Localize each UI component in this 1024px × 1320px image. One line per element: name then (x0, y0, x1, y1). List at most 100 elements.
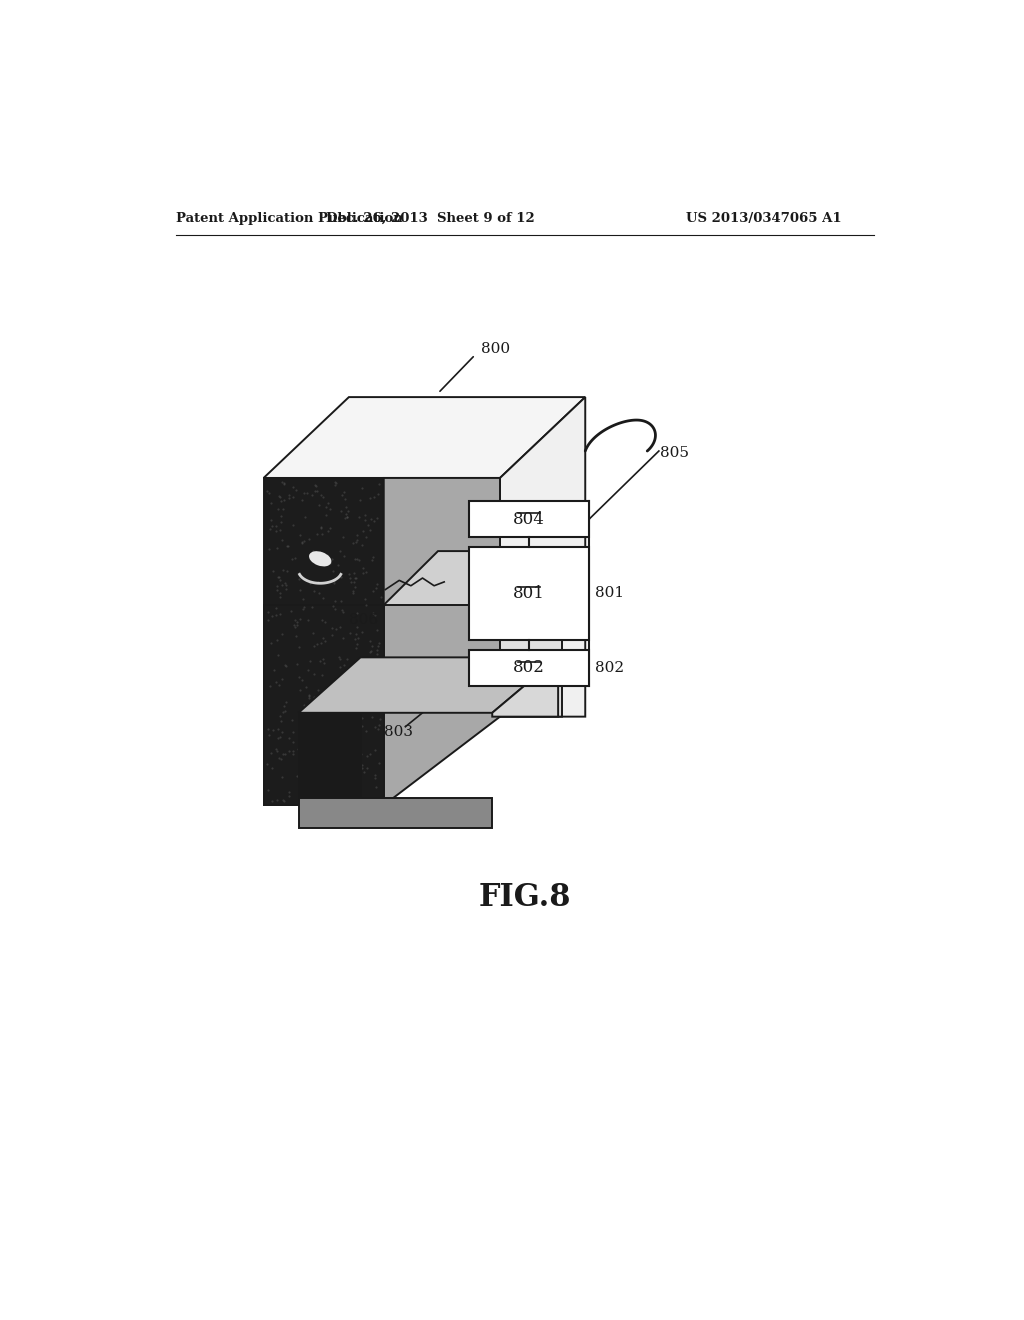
Point (271, 566, 288, 587)
Point (300, 723, 316, 744)
Point (349, 603, 366, 624)
Point (259, 480, 275, 502)
Point (264, 789, 281, 810)
Point (293, 719, 309, 741)
Point (268, 605, 285, 626)
Point (301, 777, 317, 799)
Point (265, 660, 282, 681)
Point (335, 628, 351, 649)
Point (341, 709, 357, 730)
Point (317, 741, 334, 762)
Point (286, 615, 302, 636)
Point (323, 762, 339, 783)
Point (334, 764, 350, 785)
Point (321, 777, 337, 799)
Point (344, 532, 360, 553)
Point (349, 698, 366, 719)
Point (285, 741, 301, 762)
Point (346, 562, 362, 583)
Point (357, 721, 374, 742)
Point (269, 741, 286, 762)
Point (314, 787, 331, 808)
Point (318, 544, 335, 565)
Point (260, 718, 276, 739)
Point (311, 651, 328, 672)
Point (350, 727, 367, 748)
Point (348, 616, 365, 638)
Point (325, 561, 341, 582)
Point (279, 560, 295, 581)
Point (348, 532, 365, 553)
Point (285, 548, 301, 569)
Point (345, 579, 361, 601)
Point (286, 743, 302, 764)
Point (316, 612, 333, 634)
Point (353, 478, 370, 499)
Point (326, 744, 342, 766)
Point (271, 486, 288, 507)
Point (300, 609, 316, 630)
Point (274, 529, 291, 550)
Point (309, 697, 326, 718)
Point (289, 766, 305, 787)
Point (295, 598, 311, 619)
Point (302, 718, 318, 739)
Point (326, 595, 342, 616)
Point (335, 527, 351, 548)
Point (354, 715, 371, 737)
Point (264, 758, 281, 779)
Point (261, 519, 278, 540)
Point (306, 474, 323, 495)
Point (297, 507, 313, 528)
Point (351, 490, 368, 511)
Point (358, 746, 375, 767)
Point (316, 652, 333, 673)
Point (312, 484, 329, 506)
Point (346, 572, 362, 593)
Polygon shape (500, 552, 562, 717)
Point (267, 597, 284, 618)
Point (288, 626, 304, 647)
Point (351, 785, 368, 807)
Point (318, 504, 335, 525)
Point (275, 474, 292, 495)
Point (335, 667, 351, 688)
Point (336, 673, 352, 694)
Point (344, 582, 360, 603)
Point (365, 549, 381, 570)
Point (366, 511, 382, 532)
Point (314, 649, 331, 671)
Point (369, 644, 385, 665)
Polygon shape (263, 605, 384, 805)
Point (282, 487, 298, 508)
Point (274, 623, 291, 644)
Point (291, 569, 307, 590)
Point (289, 615, 305, 636)
Point (291, 667, 307, 688)
Point (366, 603, 382, 624)
Point (299, 483, 315, 504)
Point (370, 639, 386, 660)
Point (353, 755, 370, 776)
Point (268, 672, 285, 693)
Point (293, 488, 309, 510)
Point (351, 698, 368, 719)
Point (348, 529, 365, 550)
Point (308, 743, 325, 764)
Point (275, 791, 292, 812)
Point (323, 675, 339, 696)
Text: FIG.8: FIG.8 (478, 882, 571, 913)
Point (342, 659, 358, 680)
Point (361, 519, 378, 540)
Point (350, 768, 367, 789)
Point (287, 616, 303, 638)
Point (324, 618, 340, 639)
Text: 805: 805 (659, 446, 689, 461)
Point (296, 777, 312, 799)
Point (283, 601, 299, 622)
Point (333, 590, 349, 611)
Point (262, 675, 279, 696)
Point (291, 636, 307, 657)
Point (346, 681, 362, 702)
Point (348, 568, 365, 589)
